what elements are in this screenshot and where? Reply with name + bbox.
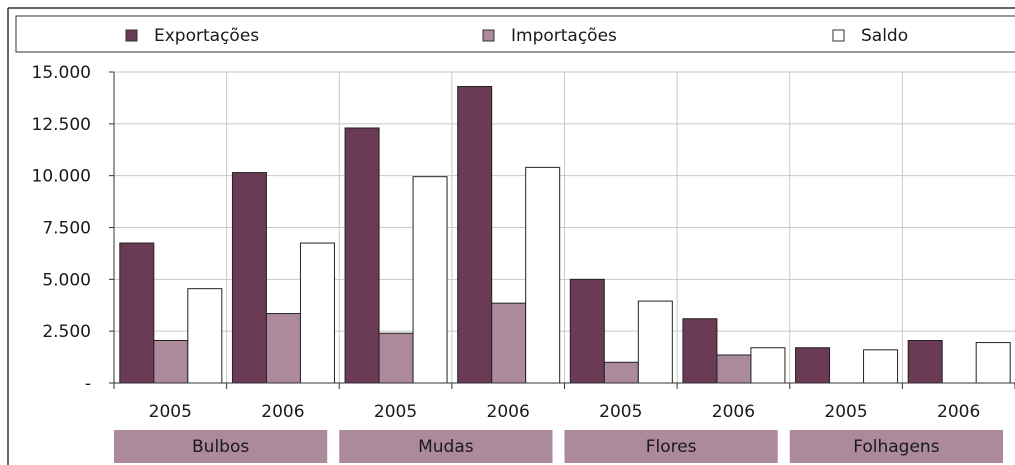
legend-swatch-saldo (832, 29, 845, 42)
bar-importacoes (716, 354, 752, 384)
x-tick-label: 2006 (937, 402, 980, 422)
bar-exportacoes (569, 278, 605, 384)
bar-exportacoes (457, 86, 493, 384)
bar-saldo (187, 288, 223, 384)
bars (119, 86, 1011, 384)
bar-saldo (299, 242, 335, 384)
bar-importacoes (491, 302, 527, 384)
y-tick-label: 2.500 (42, 322, 91, 342)
group-band (564, 430, 778, 463)
bar-importacoes (153, 339, 189, 384)
group-band (114, 430, 328, 463)
bar-saldo (750, 347, 786, 384)
bar-exportacoes (231, 172, 267, 384)
group-band (339, 430, 553, 463)
bar-importacoes (265, 313, 301, 384)
bar-importacoes (603, 361, 639, 384)
bar-exportacoes (119, 242, 155, 384)
bar-importacoes (378, 332, 414, 384)
bar-saldo (975, 342, 1011, 384)
x-tick-label: 2006 (261, 402, 304, 422)
tick-labels: - 2.500 5.000 7.500 10.000 12.500 15.000 2005 20… (32, 63, 1003, 463)
bar-exportacoes (795, 347, 831, 384)
legend-frame (15, 15, 1015, 53)
y-tick-label: 10.000 (32, 167, 91, 187)
legend-swatch-exportacoes (125, 29, 138, 42)
x-tick-label: 2005 (374, 402, 417, 422)
group-label: Bulbos (192, 437, 249, 457)
bar-saldo (412, 176, 448, 384)
legend-label-importacoes: Importações (511, 26, 617, 46)
x-tick-label: 2005 (149, 402, 192, 422)
bar-exportacoes (907, 339, 943, 384)
group-label: Mudas (418, 437, 474, 457)
y-tick-label: 15.000 (32, 63, 91, 83)
group-label: Flores (646, 437, 697, 457)
x-tick-label: 2006 (712, 402, 755, 422)
x-tick-label: 2005 (599, 402, 642, 422)
group-label: Folhagens (853, 437, 940, 457)
y-tick-label: 7.500 (42, 219, 91, 239)
bar-exportacoes (344, 127, 380, 384)
y-tick-label: 12.500 (32, 115, 91, 135)
group-band (789, 430, 1003, 463)
legend-label-saldo: Saldo (861, 26, 908, 46)
y-tick-label: - (85, 374, 91, 394)
legend: Exportações Importações Saldo (15, 15, 1015, 53)
axes (109, 71, 1015, 389)
x-tick-label: 2006 (487, 402, 530, 422)
legend-swatch-importacoes (482, 29, 495, 42)
bar-saldo (637, 300, 673, 384)
legend-label-exportacoes: Exportações (154, 26, 259, 46)
x-tick-label: 2005 (824, 402, 867, 422)
bar-saldo (863, 349, 899, 384)
bar-exportacoes (682, 318, 718, 384)
bar-saldo (525, 166, 561, 384)
y-tick-label: 5.000 (42, 270, 91, 290)
